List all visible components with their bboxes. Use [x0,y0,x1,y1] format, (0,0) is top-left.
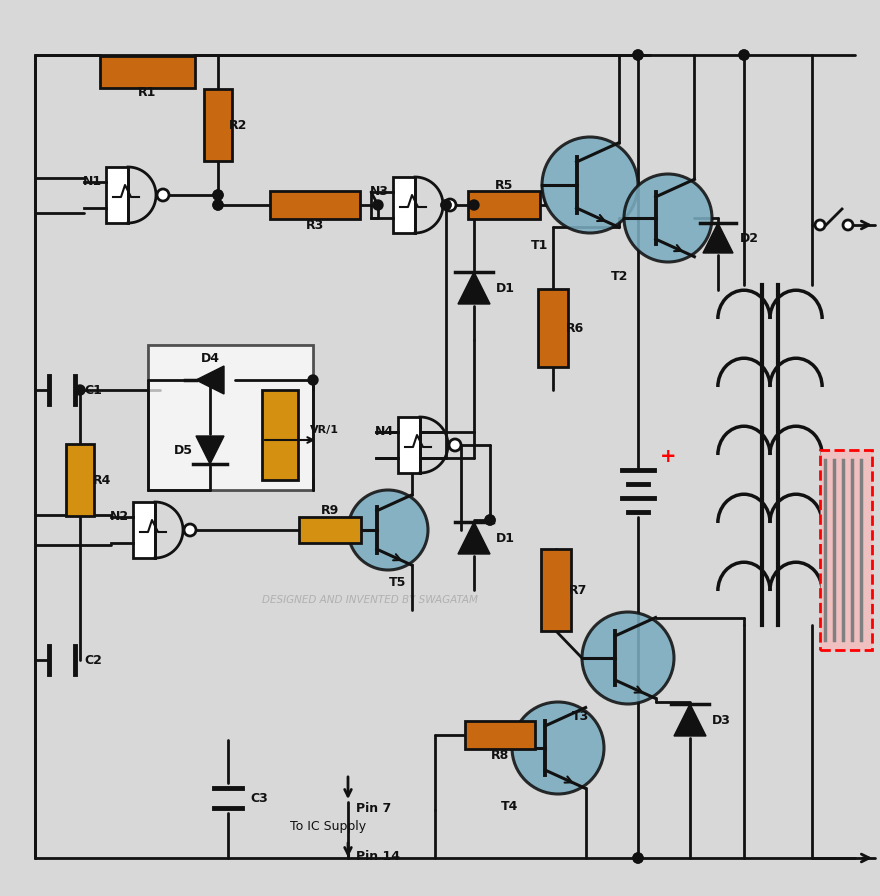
Text: C1: C1 [84,383,102,397]
Circle shape [633,50,643,60]
Text: D1: D1 [496,531,515,545]
Bar [468,191,540,219]
Polygon shape [196,366,224,394]
Text: VR/1: VR/1 [310,425,339,435]
Text: R3: R3 [306,219,324,231]
Circle shape [843,220,853,230]
Text: R4: R4 [92,473,111,487]
Text: T2: T2 [612,270,628,282]
Circle shape [582,612,674,704]
Text: D1: D1 [496,281,515,295]
Text: T4: T4 [502,799,518,813]
Text: +: + [660,447,677,466]
Text: R6: R6 [566,322,584,334]
Polygon shape [196,436,224,464]
Circle shape [469,200,479,210]
Text: R8: R8 [491,748,510,762]
Bar [820,450,872,650]
Circle shape [75,385,85,395]
Text: Pin 7: Pin 7 [356,802,392,814]
Bar [262,390,298,480]
Text: N4: N4 [374,425,393,437]
Text: DESIGNED AND INVENTED BY SWAGATAM: DESIGNED AND INVENTED BY SWAGATAM [262,595,478,605]
Circle shape [213,200,223,210]
Circle shape [542,137,638,233]
Circle shape [308,375,318,385]
Circle shape [485,515,495,525]
Polygon shape [674,704,706,736]
Circle shape [449,439,461,451]
Bar [393,177,415,233]
Text: T1: T1 [532,238,549,252]
Text: N2: N2 [109,510,128,522]
Text: R7: R7 [568,583,587,597]
Text: C3: C3 [250,791,268,805]
Text: R5: R5 [495,178,513,192]
Circle shape [633,853,643,863]
Bar [270,191,360,219]
Circle shape [213,200,223,210]
Bar [99,56,194,88]
Bar [148,345,313,490]
Bar [398,417,420,473]
Circle shape [485,515,495,525]
Circle shape [624,174,712,262]
Bar [538,289,568,367]
Circle shape [512,702,604,794]
Text: N3: N3 [370,185,388,197]
Circle shape [213,190,223,200]
Text: D3: D3 [712,713,731,727]
Bar [204,89,232,161]
Circle shape [739,50,749,60]
Circle shape [441,200,451,210]
Text: To IC Supply: To IC Supply [290,820,366,832]
Bar [541,549,571,631]
Circle shape [184,524,196,536]
Bar [133,502,155,558]
Circle shape [373,200,383,210]
Polygon shape [458,522,490,554]
Text: Pin 14: Pin 14 [356,849,400,863]
Text: D2: D2 [740,231,759,245]
Text: R1: R1 [138,85,156,99]
Circle shape [157,189,169,201]
Circle shape [633,853,643,863]
Text: R2: R2 [229,118,247,132]
Text: T3: T3 [571,710,589,722]
Bar [66,444,94,516]
Polygon shape [703,223,733,253]
Circle shape [441,200,451,210]
Text: N1: N1 [83,175,101,187]
Circle shape [213,190,223,200]
Text: D4: D4 [201,351,219,365]
Circle shape [633,50,643,60]
Circle shape [815,220,825,230]
Text: R9: R9 [321,504,339,516]
Bar [299,517,361,543]
Circle shape [444,199,456,211]
Text: T5: T5 [389,575,407,589]
Circle shape [348,490,428,570]
Bar [106,167,128,223]
Text: D5: D5 [174,444,193,456]
Polygon shape [458,272,490,304]
Bar [465,721,535,749]
Text: C2: C2 [84,653,102,667]
Circle shape [739,50,749,60]
